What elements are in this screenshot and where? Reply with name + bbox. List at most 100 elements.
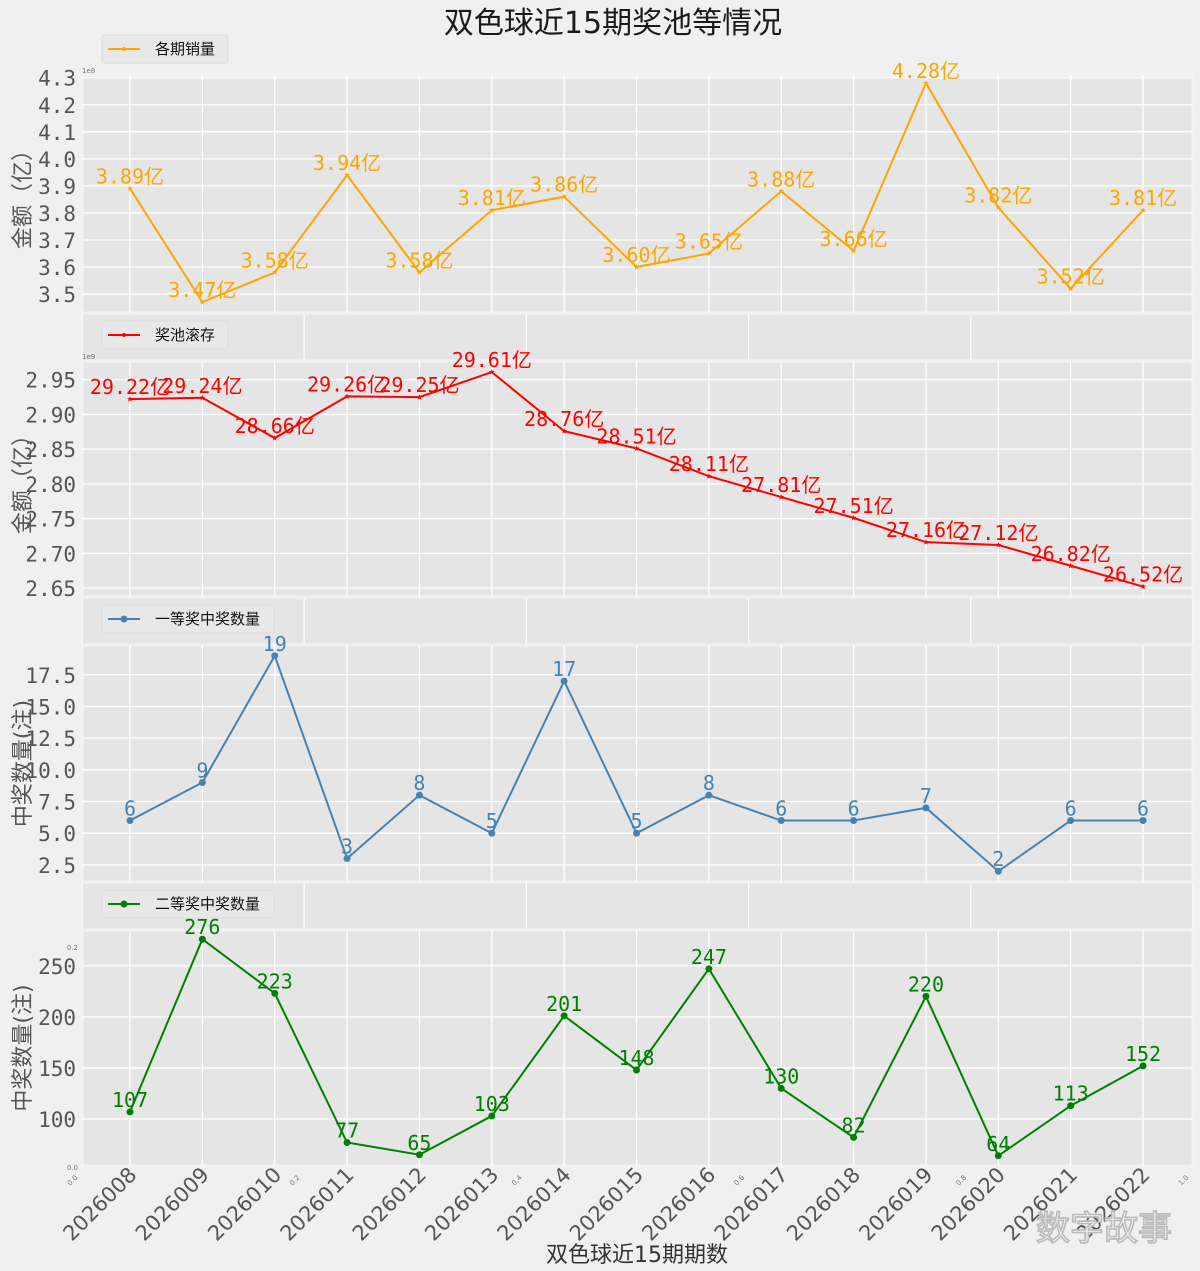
y-tick-label: 7.5	[38, 791, 76, 815]
data-label: 3.60亿	[602, 243, 670, 267]
data-point	[416, 269, 423, 275]
x-tick-label: 2026016	[637, 1163, 720, 1246]
x-tick-label: 2026018	[782, 1163, 865, 1246]
data-label: 29.61亿	[452, 348, 532, 372]
legend-box	[101, 320, 229, 350]
subplot-jackpot: 2.65 2.70 2.75 2.80 2.85 2.90 2.95 1e9 金额（亿） 29.2…	[11, 320, 1195, 601]
data-label: 201	[546, 992, 582, 1016]
data-point	[561, 428, 568, 434]
data-point	[198, 935, 206, 943]
data-point	[198, 779, 206, 787]
data-point	[344, 172, 350, 178]
data-label: 148	[618, 1046, 654, 1070]
data-point	[923, 539, 929, 545]
data-point	[415, 1151, 423, 1159]
data-label: 6	[124, 797, 136, 821]
data-label: 3.66亿	[820, 227, 888, 251]
data-point	[126, 817, 134, 825]
y-tick-label: 2.90	[25, 403, 76, 427]
y-tick-label: 3.9	[38, 175, 76, 199]
background-x-tick: 0.6	[732, 1173, 746, 1187]
y-tick-label: 2.95	[25, 369, 76, 393]
legend-marker	[122, 333, 126, 337]
data-point	[199, 299, 206, 305]
data-label: 26.52亿	[1103, 563, 1183, 587]
data-point	[778, 494, 785, 500]
x-tick-label: 2026019	[854, 1163, 937, 1246]
data-point	[127, 396, 133, 402]
background-x-tick: 0.2	[288, 1174, 302, 1188]
data-label: 4.28亿	[892, 59, 960, 83]
data-point	[271, 652, 279, 660]
y-axis-label: 中奖数量(注)	[11, 700, 36, 827]
data-point	[343, 855, 351, 863]
legend-jackpot: 奖池滚存	[101, 320, 229, 350]
data-label: 3.94亿	[313, 151, 381, 175]
y-tick-label: 200	[38, 1006, 76, 1030]
y-tick-label: 15.0	[25, 695, 76, 719]
data-label: 17	[552, 657, 576, 681]
y-tick-label: 4.2	[38, 94, 76, 118]
data-label: 27.81亿	[741, 473, 821, 497]
data-point	[344, 393, 350, 399]
data-point	[706, 473, 712, 479]
data-label: 3.58亿	[385, 248, 453, 272]
legend-box	[101, 34, 229, 64]
data-point	[416, 394, 423, 400]
x-tick-label: 2026009	[131, 1163, 214, 1246]
data-point	[415, 791, 423, 799]
plot-area	[80, 928, 1195, 1168]
background-y-tick: 0.2	[67, 944, 78, 952]
legend-label: 各期销量	[155, 40, 215, 58]
legend-sales: 各期销量	[101, 34, 229, 64]
data-point	[850, 514, 857, 521]
y-tick-label: 4.1	[38, 121, 76, 145]
y-axis-label: 金额（亿）	[11, 139, 36, 249]
offset-text: 1e8	[82, 67, 95, 75]
data-point	[850, 817, 858, 825]
data-label: 5	[486, 809, 498, 833]
data-label: 27.51亿	[813, 494, 893, 518]
data-point	[127, 185, 133, 192]
data-point	[850, 1133, 858, 1141]
y-tick-label: 3.8	[38, 202, 76, 226]
background-y-tick: 0.0	[67, 1164, 78, 1172]
data-label: 29.24亿	[162, 374, 242, 398]
y-tick-label: 4.3	[38, 67, 76, 91]
data-label: 29.25亿	[379, 373, 459, 397]
data-point	[633, 264, 640, 270]
data-label: 220	[908, 972, 944, 996]
data-label: 3.52亿	[1037, 265, 1105, 289]
data-label: 3.89亿	[96, 165, 164, 189]
background-x-tick: 0.8	[955, 1174, 969, 1188]
data-point	[561, 193, 568, 200]
legend-marker	[120, 900, 128, 908]
data-label: 29.22亿	[90, 375, 170, 399]
data-label: 3.58亿	[241, 248, 309, 272]
data-label: 29.26亿	[307, 372, 387, 396]
legend-label: 二等奖中奖数量	[155, 895, 260, 913]
y-tick-label: 4.0	[38, 148, 76, 172]
x-tick-label: 2026011	[276, 1163, 359, 1246]
subplot-first-prize: 2.5 5.0 7.5 10.0 12.5 15.0 17.5 中奖数量(注) 6 9 19 3 8 5 1…	[11, 604, 1195, 884]
y-axis-label: 中奖数量(注)	[11, 984, 36, 1111]
y-tick-label: 2.5	[38, 854, 76, 878]
y-tick-label: 3.5	[38, 283, 76, 307]
data-label: 107	[112, 1088, 148, 1112]
x-tick-label: 2026014	[493, 1163, 576, 1246]
legend-label: 奖池滚存	[155, 326, 215, 344]
data-point	[777, 817, 785, 825]
x-tick-label: 2026020	[927, 1163, 1010, 1246]
data-point	[271, 989, 279, 997]
y-tick-label: 2.85	[25, 438, 76, 462]
background-x-tick: 0.0	[66, 1174, 80, 1188]
data-label: 19	[263, 632, 287, 656]
data-point	[777, 1084, 785, 1092]
y-tick-label: 12.5	[25, 727, 76, 751]
data-label: 27.16亿	[886, 518, 966, 542]
data-point	[922, 804, 930, 812]
background-x-tick: 0.4	[510, 1173, 524, 1187]
data-label: 3.65亿	[675, 230, 743, 254]
y-axis-label: 金额（亿）	[11, 424, 36, 534]
data-label: 247	[691, 945, 727, 969]
